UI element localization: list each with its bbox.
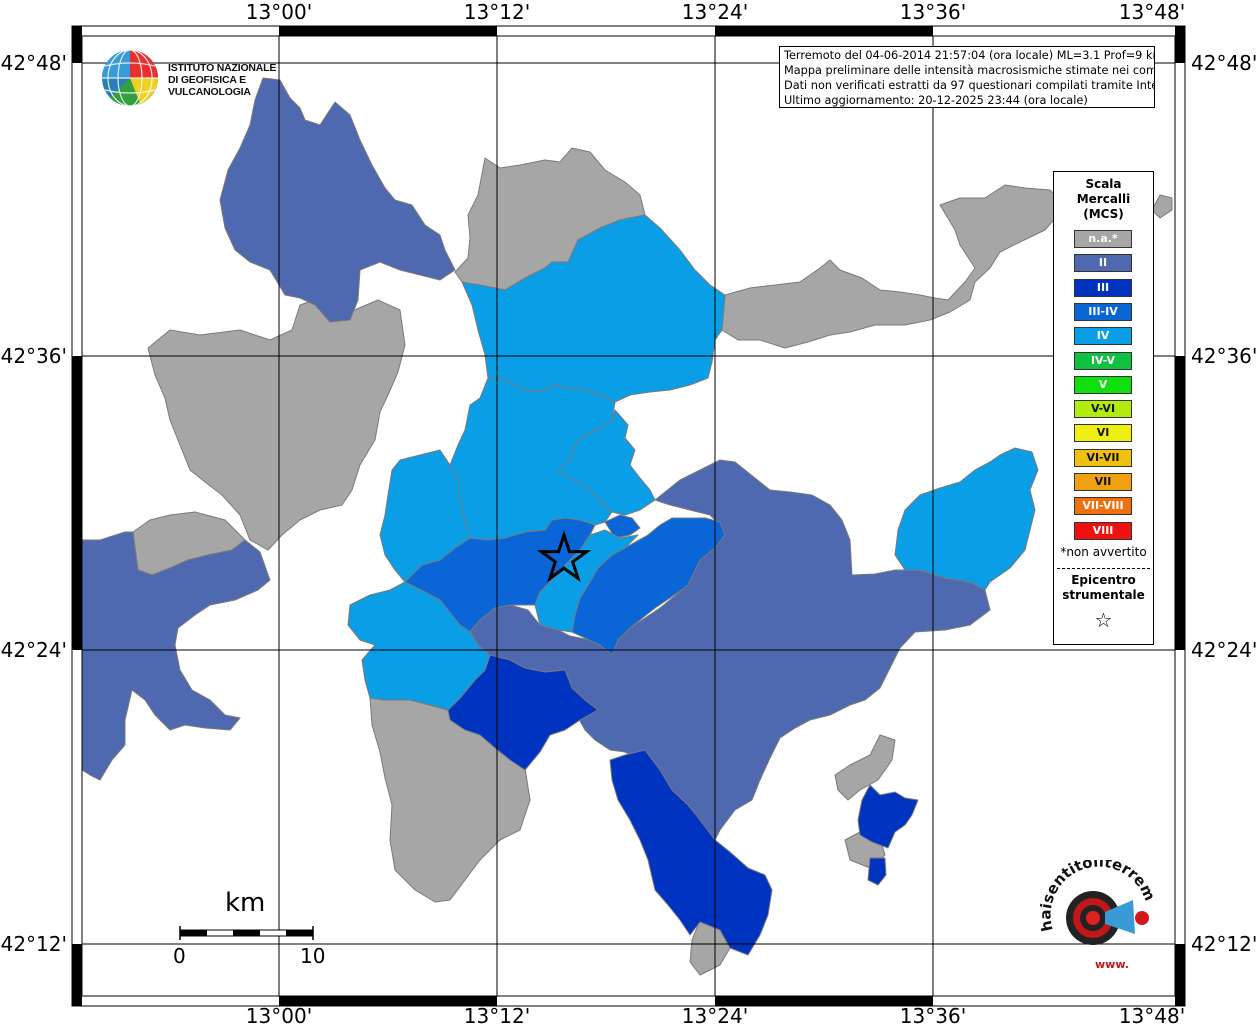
legend-item: VI-VII [1074, 448, 1132, 467]
event-info-line: Mappa preliminare delle intensità macros… [784, 64, 1155, 77]
legend-epicenter-line: Epicentro [1071, 573, 1136, 587]
lon-label: 13°00' [246, 1004, 312, 1024]
latitude-labels-right: 42°48' 42°36' 42°24' 42°12' [1191, 51, 1256, 956]
legend-title-line: (MCS) [1083, 207, 1124, 221]
legend-item: VI [1074, 424, 1132, 443]
map-frame [71, 25, 1186, 1007]
ingv-line2: DI GEOFISICA E VULCANOLOGIA [168, 74, 251, 98]
municipality-iii [867, 857, 887, 886]
ingv-logo: ISTITUTO NAZIONALE DI GEOFISICA E VULCAN… [100, 48, 320, 108]
legend-item: VII-VIII [1074, 497, 1132, 516]
legend-star-icon: ☆ [1094, 608, 1113, 632]
scale-end: 10 [300, 944, 326, 968]
lat-label: 42°48' [1191, 51, 1256, 75]
legend-item: III [1074, 278, 1132, 297]
epicenter-star-icon [536, 530, 592, 583]
legend-item: IV [1074, 327, 1132, 346]
legend-item: II [1074, 254, 1132, 273]
legend-note: *non avvertito [1060, 545, 1147, 559]
legend-epicenter-label: Epicentro strumentale [1054, 573, 1153, 603]
legend-title-line: Scala [1085, 177, 1122, 191]
municipality-na [147, 297, 406, 551]
lat-label: 42°48' [1, 51, 67, 75]
municipality-iv [557, 409, 656, 516]
legend-item: IV-V [1074, 351, 1132, 370]
longitude-labels-bottom: 13°00' 13°12' 13°24' 13°36' 13°48' [246, 1004, 1185, 1024]
legend-divider [1057, 568, 1150, 569]
municipality-iii [857, 784, 919, 849]
latitude-labels-left: 42°48' 42°36' 42°24' 42°12' [1, 51, 67, 956]
event-info-line: Terremoto del 04-06-2014 21:57:04 (ora l… [784, 49, 1155, 62]
municipality-iv [534, 529, 639, 633]
lon-label: 13°48' [1119, 1004, 1185, 1024]
lat-label: 42°12' [1191, 932, 1256, 956]
event-info-line: Dati non verificati estratti da 97 quest… [784, 79, 1155, 92]
lon-label: 13°12' [464, 1004, 530, 1024]
target-icon: haisentitoilterremoto.it www. [1030, 846, 1159, 971]
legend-item: n.a.* [1074, 230, 1132, 248]
legend-title: Scala Mercalli (MCS) [1054, 177, 1153, 222]
legend-item: V [1074, 375, 1132, 394]
lat-label: 42°12' [1, 932, 67, 956]
legend-item: VII [1074, 473, 1132, 491]
lat-label: 42°36' [1191, 344, 1256, 368]
legend-title-line: Mercalli [1076, 192, 1131, 206]
lon-label: 13°48' [1119, 0, 1185, 24]
legend-item: V-VI [1074, 400, 1132, 419]
ingv-line1: ISTITUTO NAZIONALE [168, 62, 277, 74]
globe-icon [102, 49, 158, 107]
municipality-iv [894, 447, 1039, 591]
legend-item: III-IV [1074, 302, 1132, 321]
scale-bar [179, 926, 314, 940]
lon-label: 13°12' [464, 0, 530, 24]
lat-label: 42°24' [1191, 638, 1256, 662]
lon-label: 13°36' [900, 1004, 966, 1024]
municipality-iii [609, 749, 773, 956]
graticule [82, 36, 1175, 996]
municipality-na [834, 734, 896, 801]
lon-label: 13°24' [682, 0, 748, 24]
scale-unit: km [225, 888, 266, 918]
event-info-line: Ultimo aggiornamento: 20-12-2025 23:44 (… [784, 94, 1088, 107]
lon-label: 13°00' [246, 0, 312, 24]
lon-label: 13°36' [900, 0, 966, 24]
scale-start: 0 [173, 944, 186, 968]
municipality-iv [347, 581, 491, 711]
longitude-labels-top: 13°00' 13°12' 13°24' 13°36' 13°48' [246, 0, 1185, 24]
brand-prefix: www. [1095, 958, 1129, 971]
haisentito-logo: haisentitoilterremoto.it www. [1030, 846, 1165, 975]
municipality-iii-iv [571, 517, 726, 656]
event-info-box: Terremoto del 04-06-2014 21:57:04 (ora l… [779, 46, 1155, 108]
lat-label: 42°36' [1, 344, 67, 368]
legend-epicenter-line: strumentale [1062, 588, 1145, 602]
lat-label: 42°24' [1, 638, 67, 662]
mcs-legend: Scala Mercalli (MCS) n.a.* II III III-IV IV I… [1053, 171, 1154, 645]
municipality-iv [379, 449, 471, 583]
legend-item: VIII [1074, 521, 1132, 540]
lon-label: 13°24' [682, 1004, 748, 1024]
municipality-ii [81, 531, 271, 781]
